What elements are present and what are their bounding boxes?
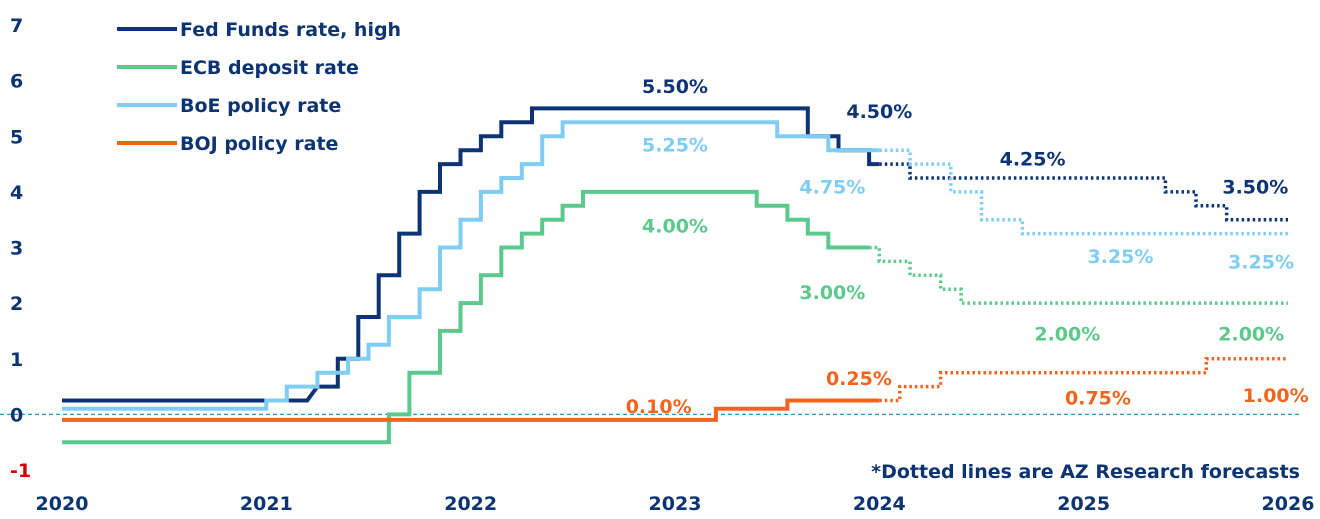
legend-label-boj-policy-rate: BOJ policy rate (180, 133, 338, 155)
data-label: 0.25% (826, 368, 892, 390)
y-tick-label: 5 (10, 126, 23, 148)
data-label: 4.00% (642, 215, 708, 237)
y-tick-label: 7 (10, 15, 23, 37)
series-line-boe-policy-rate (62, 120, 880, 411)
x-tick-label: 2025 (1057, 493, 1110, 515)
x-tick-label: 2024 (853, 493, 906, 515)
data-label: 3.50% (1222, 176, 1288, 198)
data-label: 3.25% (1228, 251, 1294, 273)
x-tick-label: 2020 (36, 493, 89, 515)
y-tick-label: 3 (10, 238, 23, 260)
forecast-note: *Dotted lines are AZ Research forecasts (871, 461, 1300, 483)
series-forecast-boj-policy-rate (879, 357, 1288, 403)
legend-label-fed-funds-rate-high: Fed Funds rate, high (180, 19, 401, 41)
series-line-ecb-deposit-rate (62, 189, 870, 445)
legend-label-ecb-deposit-rate: ECB deposit rate (180, 57, 359, 79)
data-label: 4.50% (846, 101, 912, 123)
series-forecast-fed-funds-rate-high (879, 162, 1288, 222)
data-label: 3.00% (799, 282, 865, 304)
x-tick-label: 2023 (649, 493, 702, 515)
data-label: 5.25% (642, 135, 708, 157)
y-tick-label: 2 (10, 293, 23, 315)
series-line-boj-policy-rate (62, 398, 880, 422)
y-tick-label: 4 (10, 182, 23, 204)
data-label: 0.75% (1065, 388, 1131, 410)
data-label: 4.25% (1000, 149, 1066, 171)
data-label: 2.00% (1034, 324, 1100, 346)
legend-label-boe-policy-rate: BoE policy rate (180, 95, 341, 117)
series-forecast-ecb-deposit-rate (869, 245, 1288, 305)
data-label: 1.00% (1243, 385, 1309, 407)
y-tick-label: -1 (10, 460, 31, 482)
legend: Fed Funds rate, high ECB deposit rate BoE … (117, 19, 401, 155)
x-tick-label: 2022 (444, 493, 497, 515)
data-label: 2.00% (1218, 324, 1284, 346)
x-tick-label: 2021 (240, 493, 293, 515)
annotations: 5.50% 4.50% 4.25% 3.50% 5.25% 4.75% 3.25% 3.25%… (626, 76, 1309, 418)
y-axis-ticks: -1 0 1 2 3 4 5 6 7 (10, 15, 31, 482)
data-label: 4.75% (799, 176, 865, 198)
x-tick-label: 2026 (1262, 493, 1315, 515)
data-label: 3.25% (1087, 246, 1153, 268)
y-tick-label: 6 (10, 71, 23, 93)
y-tick-label: 0 (10, 404, 23, 426)
x-axis-ticks: 2020 2021 2022 2023 2024 2025 2026 (36, 493, 1315, 515)
series-forecast-boe-policy-rate (879, 148, 1288, 236)
y-tick-label: 1 (10, 349, 23, 371)
series-layer (62, 106, 1288, 445)
data-label: 5.50% (642, 76, 708, 98)
data-label: 0.10% (626, 396, 692, 418)
